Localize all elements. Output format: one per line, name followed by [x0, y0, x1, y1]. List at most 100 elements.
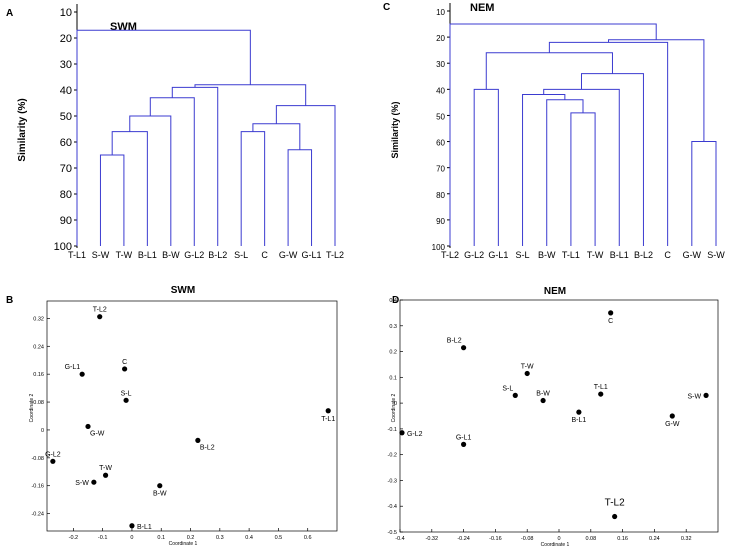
scatter-swm-point-label: T-L1 [321, 416, 335, 423]
dendro-swm-merge-link [171, 86, 219, 246]
scatter-swm-frame [46, 300, 338, 532]
dendro-swm-leaf-label: B-W [162, 250, 180, 260]
scatter-nem-point-label: B-L2 [447, 338, 462, 345]
dendro-swm-merge-link [194, 84, 307, 106]
scatter-nem-point [524, 370, 530, 377]
scatter-swm-x-tick-label: 0.3 [216, 535, 224, 541]
scatter-nem-x-tick-label: -0.16 [489, 536, 502, 542]
scatter-nem-y-tick-label: 0.1 [389, 375, 397, 381]
scatter-nem-point [608, 310, 614, 316]
dendro-swm-merge-link [149, 97, 195, 246]
scatter-swm-point [97, 314, 103, 320]
dendro-nem-y-tick-label: 70 [436, 165, 445, 174]
pcoa-panel-swm: B SWM Coordinate 1 Coordinate 2 -0.2 -0.1… [6, 285, 338, 547]
scatter-title-swm: SWM [171, 285, 195, 296]
scatter-swm-y-tick-label: -0.08 [31, 456, 44, 462]
scatter-ylabel-swm: Coordinate 2 [29, 393, 35, 422]
scatter-nem-point [612, 513, 618, 520]
scatter-nem-point [669, 413, 675, 419]
scatter-nem-point-label: S-L [502, 385, 513, 392]
dendro-nem-merge-link [548, 41, 669, 246]
dendro-nem-merge-link [691, 141, 717, 246]
dendro-nem-merge-link [485, 52, 613, 90]
scatter-swm-y-tick-label: -0.16 [31, 484, 44, 490]
scatter-swm-point-label: T-W [99, 465, 112, 472]
dendro-swm-merge-link [111, 131, 148, 246]
scatter-swm-point [129, 523, 135, 529]
dendro-nem-merge-link [580, 73, 644, 246]
scatter-nem-point-label: B-L1 [571, 417, 586, 424]
scatter-nem-point [703, 392, 709, 398]
scatter-swm-x-tick-label: 0.2 [187, 535, 195, 541]
dendro-nem-leaf-label: G-W [683, 250, 702, 260]
dendro-swm-leaf-label: C [261, 250, 268, 260]
dendrogram-ylabel-nem: Similarity (%) [390, 101, 400, 158]
scatter-nem-x-tick-label: 0.16 [617, 536, 628, 542]
dendro-nem-leaf-label: T-W [587, 250, 604, 260]
scatter-swm-point [195, 437, 201, 443]
scatter-swm-point-label: T-L2 [93, 307, 107, 314]
dendro-nem-y-tick-label: 10 [436, 8, 445, 17]
scatter-nem-point-label: G-L2 [407, 431, 423, 438]
dendrogram-panel-swm: A SWM Similarity (%) 10 20 30 40 50 60 70 80 90 1… [6, 4, 344, 260]
dendro-swm-y-tick-label: 70 [60, 163, 72, 175]
dendro-swm-y-tick-label: 30 [60, 59, 72, 71]
scatter-nem-point [461, 441, 467, 447]
dendro-swm-y-tick-label: 60 [60, 137, 72, 149]
dendro-swm-leaf-label: T-W [116, 250, 133, 260]
dendro-swm-merge-link [287, 149, 313, 246]
dendro-swm-leaf-label: G-W [279, 250, 298, 260]
dendro-swm-y-tick-label: 10 [60, 7, 72, 19]
scatter-nem-y-tick-label: 0 [394, 401, 397, 407]
panel-label-d: D [392, 295, 399, 306]
scatter-swm-y-tick-label: 0.32 [33, 316, 44, 322]
dendro-nem-leaf-label: S-W [707, 250, 725, 260]
scatter-nem-x-tick-label: -0.32 [426, 536, 439, 542]
scatter-xlabel-swm: Coordinate 1 [169, 541, 198, 547]
scatter-nem-point-label: T-W [521, 363, 534, 370]
scatter-nem-point-label: G-W [665, 421, 680, 428]
dendro-nem-leaf-label: B-L1 [610, 250, 629, 260]
scatter-swm-point [157, 483, 163, 489]
dendro-nem-leaf-label: G-L2 [464, 250, 484, 260]
scatter-nem-y-tick-label: -0.4 [388, 504, 397, 510]
dendro-nem-y-tick-label: 40 [436, 86, 445, 95]
scatter-nem-point [512, 392, 518, 398]
dendro-nem-merge-link [473, 88, 499, 246]
dendro-nem-merge-link [522, 94, 566, 246]
scatter-swm-point-label: S-W [75, 480, 89, 487]
scatter-swm-x-tick-label: 0.6 [304, 535, 312, 541]
scatter-nem-y-tick-label: -0.5 [388, 530, 397, 536]
scatter-swm-x-tick-label: 0.1 [157, 535, 165, 541]
pcoa-panel-nem: D NEM Coordinate 1 Coordinate 2 -0.4 -0.3… [388, 286, 719, 548]
dendrogram-title-nem: NEM [470, 2, 494, 14]
dendro-nem-y-tick-label: 100 [432, 243, 446, 252]
scatter-nem-y-tick-label: 0.2 [389, 350, 397, 356]
scatter-swm-y-tick-label: 0.08 [33, 400, 44, 406]
scatter-swm-y-tick-label: 0 [41, 428, 44, 434]
scatter-nem-x-tick-label: 0 [557, 536, 560, 542]
dendro-swm-merge-link [76, 29, 251, 246]
dendro-nem-leaf-label: B-W [538, 250, 556, 260]
dendro-swm-y-tick-label: 40 [60, 85, 72, 97]
scatter-nem-point-label: S-W [687, 393, 701, 400]
scatter-ylabel-nem: Coordinate 2 [391, 393, 397, 422]
dendro-nem-y-tick-label: 20 [436, 34, 445, 43]
scatter-nem-x-tick-label: 0.32 [681, 536, 692, 542]
scatter-swm-point [85, 423, 91, 430]
dendro-swm-merge-link [252, 123, 301, 150]
scatter-nem-y-tick-label: -0.3 [388, 478, 397, 484]
dendro-swm-y-tick-label: 100 [54, 241, 72, 253]
dendro-nem-merge-link [608, 39, 705, 142]
dendro-swm-merge-link [129, 115, 172, 246]
dendrogram-title-swm: SWM [110, 21, 137, 33]
scatter-swm-x-tick-label: 0 [130, 535, 133, 541]
scatter-swm-point-label: B-L2 [200, 444, 215, 451]
scatter-swm-x-tick-label: -0.1 [98, 535, 107, 541]
dendro-swm-leaf-label: S-L [234, 250, 248, 260]
scatter-swm-point-label: S-L [121, 390, 132, 397]
scatter-nem-x-tick-label: -0.4 [395, 536, 404, 542]
dendro-nem-y-tick-label: 90 [436, 217, 445, 226]
dendro-swm-leaf-label: T-L1 [68, 250, 86, 260]
scatter-swm-point-label: C [122, 359, 127, 366]
